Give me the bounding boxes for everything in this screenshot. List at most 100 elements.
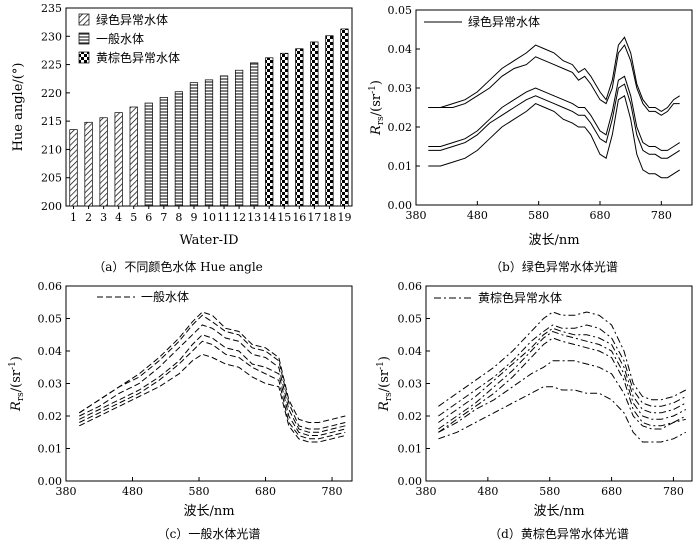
bar: [265, 57, 274, 207]
series-line: [428, 95, 680, 179]
y-label-superscript: -1: [376, 361, 386, 370]
bar: [280, 52, 289, 207]
y-tick-label: 0.04: [38, 345, 63, 358]
y-label-close: ): [9, 356, 24, 361]
x-tick-label: 16: [292, 211, 306, 224]
series-line: [438, 360, 686, 433]
legend-label: 一般水体: [96, 31, 144, 46]
panel-caption: （b）绿色异常水体光谱: [490, 259, 618, 274]
bar: [144, 102, 153, 207]
bar: [234, 69, 244, 207]
y-tick-label: 225: [41, 59, 62, 72]
legend-swatch: [78, 51, 90, 64]
x-tick-label: 780: [663, 485, 684, 498]
panel-caption: （a）不同颜色水体 Hue angle: [93, 259, 263, 274]
y-tick-label: 0.04: [388, 43, 413, 56]
y-label-unit: /(sr: [9, 369, 24, 392]
plot-frame: [425, 285, 693, 482]
legend-label: 黄棕色异常水体: [96, 50, 180, 65]
x-tick-label: 680: [255, 485, 276, 498]
panel-caption: （d）黄棕色异常水体光谱: [489, 526, 629, 541]
x-tick-label: 480: [467, 209, 488, 222]
bar: [159, 97, 168, 207]
y-tick-label: 210: [41, 143, 62, 156]
panel-b-green-spectra-chart: 0.00 0.01 0.02 0.03 0.04 0.05 380 480 580 680 780 绿…: [368, 4, 693, 274]
y-tick-label: 0.01: [398, 443, 423, 456]
y-tick-label: 0.05: [38, 313, 63, 326]
y-axis-label: Rrs/(sr-1): [368, 80, 386, 136]
x-tick-label: 9: [190, 211, 197, 224]
x-tick-label: 680: [590, 209, 611, 222]
bar: [69, 129, 78, 207]
bar: [189, 82, 199, 207]
x-axis-label: 波长/nm: [183, 504, 234, 519]
x-tick-label: 480: [477, 485, 498, 498]
y-tick-label: 0.05: [388, 4, 413, 17]
x-tick-label: 18: [322, 211, 336, 224]
bar: [129, 106, 138, 207]
bar: [325, 35, 334, 207]
y-label-symbol: R: [377, 401, 392, 412]
y-tick-label: 0.00: [38, 475, 63, 488]
legend-label: 黄棕色异常水体: [478, 290, 562, 305]
x-tick-label: 12: [232, 211, 246, 224]
series-line: [438, 327, 687, 423]
bar: [114, 112, 123, 207]
x-tick-label: 580: [189, 485, 210, 498]
x-tick-label: 13: [247, 211, 261, 224]
bar: [204, 79, 214, 207]
y-tick-label: 0.06: [398, 280, 423, 293]
x-tick-label: 5: [130, 211, 137, 224]
legend-label: 一般水体: [141, 289, 189, 304]
bar: [219, 75, 229, 207]
y-label-symbol: R: [9, 401, 24, 412]
x-tick-label: 780: [651, 209, 672, 222]
bar: [250, 62, 259, 207]
series-line: [428, 36, 680, 112]
series-line: [79, 314, 346, 430]
y-tick-label: 0.00: [398, 475, 423, 488]
panel-caption: （c）一般水体光谱: [158, 526, 261, 541]
x-tick-label: 580: [528, 209, 549, 222]
y-label-symbol: R: [369, 125, 384, 136]
x-tick-label: 6: [145, 211, 152, 224]
series-line: [79, 340, 346, 440]
y-label-subscript: rs: [16, 392, 26, 401]
y-label-unit: /(sr: [377, 369, 392, 392]
series-line: [79, 353, 346, 443]
y-tick-label: 0.03: [398, 378, 423, 391]
y-tick-label: 0.01: [388, 160, 413, 173]
bar: [340, 28, 349, 207]
series-line: [438, 386, 687, 443]
series-line: [438, 311, 687, 407]
y-tick-label: 0.03: [388, 82, 413, 95]
y-tick-label: 220: [41, 87, 62, 100]
y-label-unit: /(sr: [369, 93, 384, 116]
bar: [310, 41, 319, 207]
x-tick-label: 15: [277, 211, 291, 224]
y-tick-label: 205: [41, 172, 62, 185]
bar: [174, 91, 184, 207]
x-tick-label: 380: [416, 485, 437, 498]
y-tick-label: 0.04: [398, 345, 423, 358]
y-tick-label: 0.05: [398, 313, 423, 326]
legend-swatch: [78, 32, 90, 45]
x-tick-label: 480: [122, 485, 143, 498]
y-tick-label: 0.06: [38, 280, 63, 293]
x-tick-label: 380: [406, 209, 427, 222]
x-axis-label: 波长/nm: [528, 233, 579, 248]
y-axis-label: Hue angle/(°): [11, 63, 26, 152]
x-tick-label: 19: [337, 211, 351, 224]
x-tick-label: 4: [115, 211, 122, 224]
series-line: [79, 334, 346, 436]
y-tick-label: 230: [41, 30, 62, 43]
y-label-superscript: -1: [8, 361, 18, 370]
x-tick-label: 380: [56, 485, 77, 498]
legend-label: 绿色异常水体: [468, 14, 540, 29]
x-tick-label: 680: [601, 485, 622, 498]
plot-frame: [65, 285, 353, 482]
series-line: [79, 311, 346, 423]
x-axis-label: Water-ID: [179, 233, 238, 248]
